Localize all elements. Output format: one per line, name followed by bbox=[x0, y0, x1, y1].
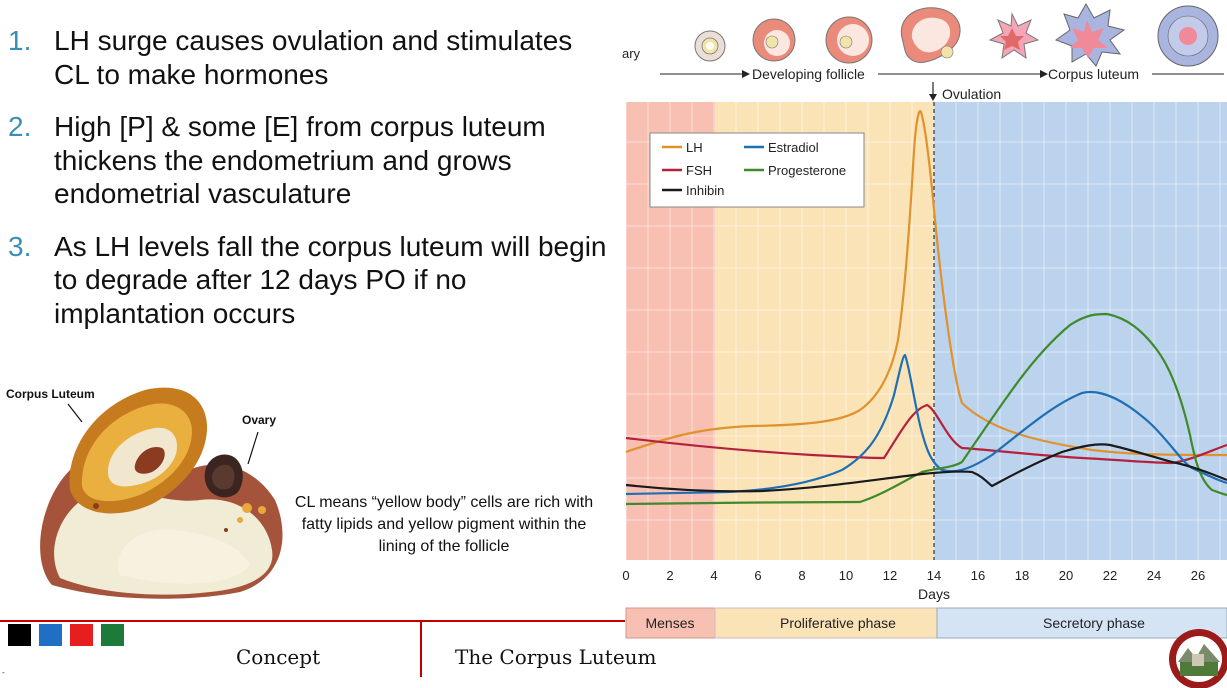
x-tick-label: 8 bbox=[798, 568, 805, 583]
swatch-black bbox=[8, 624, 31, 646]
chart-legend: LH Estradiol FSH Progesterone Inhibin bbox=[649, 132, 865, 208]
stage-label-corpus-luteum: Corpus luteum bbox=[1048, 66, 1139, 82]
bullet-number: 1. bbox=[8, 25, 32, 56]
phase-menses bbox=[625, 607, 716, 639]
bullet-item: 2. High [P] & some [E] from corpus luteum… bbox=[8, 110, 608, 211]
x-tick-label: 10 bbox=[839, 568, 853, 583]
corpus-luteum-specimen-image: Corpus Luteum Ovary bbox=[6, 387, 283, 599]
university-seal-logo bbox=[1169, 629, 1227, 688]
x-tick-label: 18 bbox=[1015, 568, 1029, 583]
x-tick-label: 14 bbox=[927, 568, 941, 583]
footer-slide-title: The Corpus Luteum bbox=[455, 645, 657, 669]
bullet-item: 3. As LH levels fall the corpus luteum wi… bbox=[8, 230, 608, 331]
x-axis-label: Days bbox=[918, 586, 950, 602]
footer-concept-label: Concept bbox=[236, 645, 321, 669]
stage-label-ovary-partial: ary bbox=[622, 46, 641, 61]
bullet-text: LH surge causes ovulation and stimulates… bbox=[54, 25, 573, 90]
label-pointer bbox=[67, 403, 83, 423]
x-tick-label: 24 bbox=[1147, 568, 1161, 583]
x-tick-label: 4 bbox=[710, 568, 717, 583]
x-tick-label: 6 bbox=[754, 568, 761, 583]
footer-divider-vertical bbox=[420, 620, 422, 677]
phase-menses-label: Menses bbox=[645, 615, 694, 631]
swatch-green bbox=[101, 624, 124, 646]
caption-text: CL means “yellow body” cells are rich wi… bbox=[294, 494, 594, 555]
x-tick-label: 26 bbox=[1191, 568, 1205, 583]
progesterone-curve bbox=[625, 312, 1227, 506]
chart-grid bbox=[625, 102, 1227, 560]
x-tick-label: 16 bbox=[971, 568, 985, 583]
follicle-stage-illustrations bbox=[694, 2, 1219, 67]
phase-secretory-label: Secretory phase bbox=[1043, 615, 1145, 631]
bullet-text: As LH levels fall the corpus luteum will… bbox=[54, 230, 607, 329]
x-tick-label: 2 bbox=[666, 568, 673, 583]
color-swatches bbox=[8, 624, 132, 646]
x-tick-label: 12 bbox=[883, 568, 897, 583]
phase-proliferative-label: Proliferative phase bbox=[780, 615, 896, 631]
stage-label-developing-follicle: Developing follicle bbox=[752, 66, 865, 82]
label-ovary: Ovary bbox=[242, 413, 276, 427]
inhibin-curve bbox=[625, 443, 1227, 493]
bullet-number: 3. bbox=[8, 230, 32, 262]
label-corpus-luteum: Corpus Luteum bbox=[6, 387, 95, 401]
swatch-red bbox=[70, 624, 93, 646]
legend-fsh: FSH bbox=[686, 163, 712, 178]
bullet-number: 2. bbox=[8, 111, 32, 142]
footer-divider bbox=[0, 620, 625, 622]
legend-estradiol: Estradiol bbox=[768, 140, 819, 155]
legend-lh: LH bbox=[686, 140, 703, 155]
x-tick-label: 22 bbox=[1103, 568, 1117, 583]
estradiol-curve bbox=[625, 353, 1227, 496]
phase-secretory bbox=[936, 607, 1227, 639]
bullet-text: High [P] & some [E] from corpus luteum t… bbox=[54, 111, 546, 209]
legend-inhibin: Inhibin bbox=[686, 183, 724, 198]
x-tick-label: 20 bbox=[1059, 568, 1073, 583]
bullet-item: 1. LH surge causes ovulation and stimulat… bbox=[8, 24, 608, 91]
legend-progesterone: Progesterone bbox=[768, 163, 846, 178]
bullet-list: 1. LH surge causes ovulation and stimulat… bbox=[8, 24, 608, 349]
fsh-curve bbox=[625, 403, 1227, 465]
lh-curve bbox=[625, 109, 1227, 457]
secretory-background bbox=[934, 102, 1227, 560]
corner-mark: - bbox=[2, 668, 5, 677]
swatch-blue bbox=[39, 624, 62, 646]
label-pointer bbox=[247, 431, 259, 465]
x-axis-ticks: 0 2 4 6 8 10 12 14 16 18 20 22 24 26 bbox=[622, 568, 1205, 583]
hormone-cycle-chart: ary Developing follicle Corpus luteum Ov… bbox=[622, 2, 1227, 639]
x-tick-label: 0 bbox=[622, 568, 629, 583]
ovulation-label: Ovulation bbox=[942, 86, 1001, 102]
